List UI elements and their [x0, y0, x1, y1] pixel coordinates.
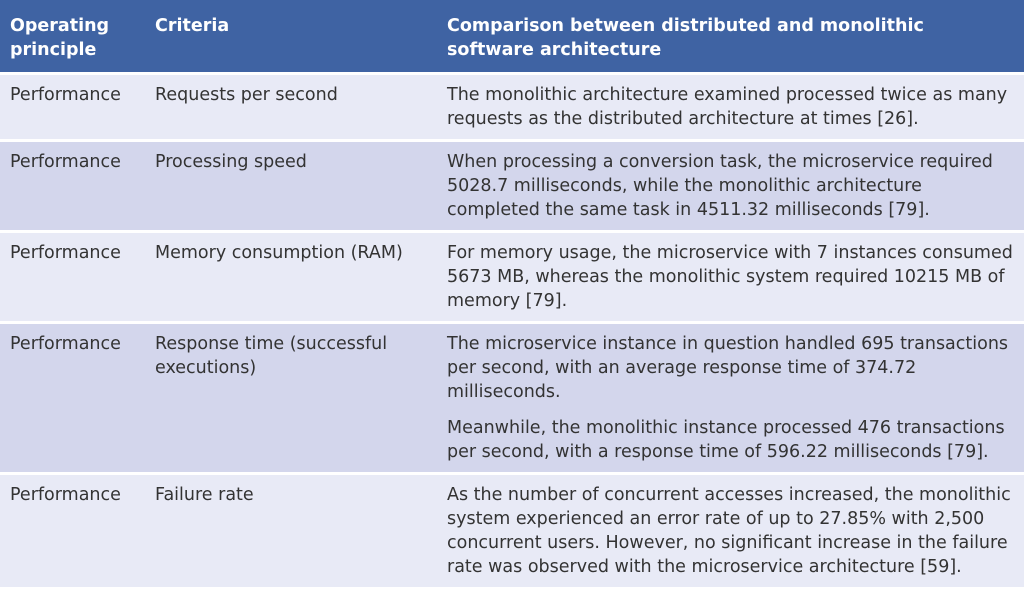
- criteria-cell: Processing speed: [145, 140, 437, 233]
- comparison-text: The microservice instance in question ha…: [447, 334, 1009, 402]
- principle-cell: Performance: [0, 73, 145, 142]
- header-criteria: Criteria: [145, 0, 437, 75]
- comparison-text: Meanwhile, the monolithic instance proce…: [447, 418, 1005, 462]
- table-header-row: Operating principle Criteria Comparison …: [0, 0, 1024, 75]
- comparison-text: For memory usage, the microservice with …: [447, 243, 1013, 311]
- criteria-cell: Memory consumption (RAM): [145, 231, 437, 324]
- comparison-text: When processing a conversion task, the m…: [447, 152, 993, 220]
- criteria-cell: Failure rate: [145, 473, 437, 590]
- header-comparison: Comparison between distributed and monol…: [437, 0, 1024, 75]
- comparison-cell: As the number of concurrent accesses inc…: [437, 473, 1024, 590]
- comparison-cell: For memory usage, the microservice with …: [437, 231, 1024, 324]
- criteria-cell: Response time (successful executions): [145, 322, 437, 475]
- principle-cell: Performance: [0, 322, 145, 475]
- table-row: Performance Response time (successful ex…: [0, 322, 1024, 475]
- principle-cell: Performance: [0, 231, 145, 324]
- table-row: Performance Processing speed When proces…: [0, 140, 1024, 233]
- table-row: Performance Memory consumption (RAM) For…: [0, 231, 1024, 324]
- table-row: Performance Failure rate As the number o…: [0, 473, 1024, 590]
- header-operating-principle: Operating principle: [0, 0, 145, 75]
- comparison-text: As the number of concurrent accesses inc…: [447, 485, 1011, 577]
- principle-cell: Performance: [0, 140, 145, 233]
- comparison-cell: The monolithic architecture examined pro…: [437, 73, 1024, 142]
- criteria-cell: Requests per second: [145, 73, 437, 142]
- comparison-cell: When processing a conversion task, the m…: [437, 140, 1024, 233]
- comparison-cell: The microservice instance in question ha…: [437, 322, 1024, 475]
- comparison-text: The monolithic architecture examined pro…: [447, 85, 1008, 129]
- table-row: Performance Requests per second The mono…: [0, 73, 1024, 142]
- principle-cell: Performance: [0, 473, 145, 590]
